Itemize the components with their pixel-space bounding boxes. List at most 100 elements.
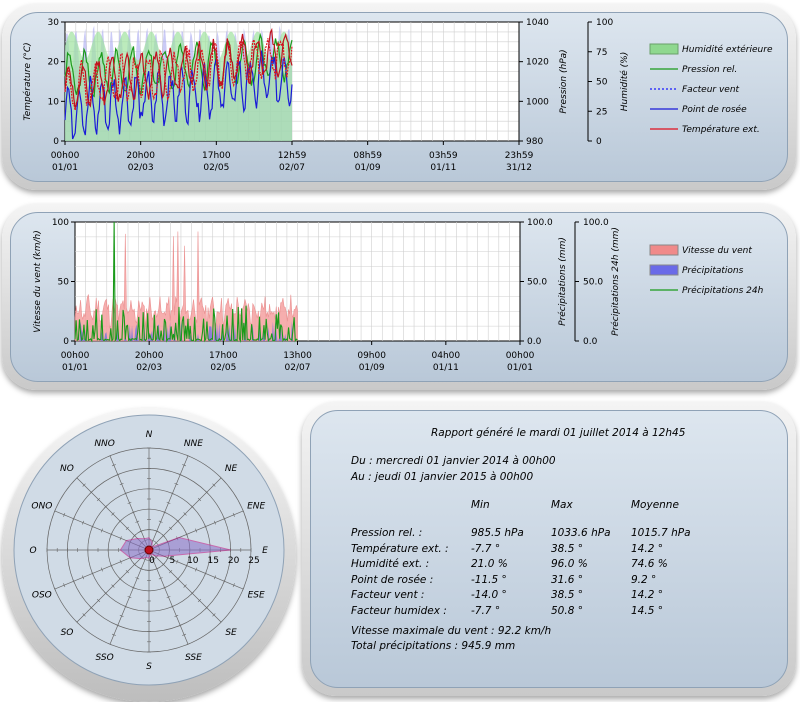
x-tick-time: 04h00 bbox=[432, 351, 461, 361]
rose-spoke-tick bbox=[53, 509, 56, 513]
x-tick-time: 20h00 bbox=[126, 151, 155, 161]
rose-spoke-tick bbox=[150, 539, 155, 542]
rose-spoke-tick bbox=[132, 562, 137, 567]
rose-spoke-tick bbox=[100, 567, 103, 572]
rose-spoke-tick bbox=[195, 567, 198, 572]
report-panel: Rapport généré le mardi 01 juillet 2014 … bbox=[302, 402, 796, 696]
humidity-axis-label: Humidité (%) bbox=[619, 52, 630, 111]
rose-spoke-tick bbox=[89, 490, 93, 494]
rose-direction-label: SO bbox=[61, 628, 74, 638]
x-tick-date: 02/03 bbox=[136, 363, 162, 373]
rose-spoke-tick bbox=[186, 454, 190, 457]
rose-spoke-tick bbox=[123, 605, 128, 608]
rose-spoke-tick bbox=[219, 620, 223, 624]
x-tick-time: 17h00 bbox=[202, 151, 231, 161]
rose-spoke-tick bbox=[125, 570, 129, 574]
x-tick-date: 02/03 bbox=[128, 163, 154, 173]
rose-spoke-tick bbox=[108, 643, 112, 646]
x-tick-date: 02/05 bbox=[203, 163, 229, 173]
rose-spoke-tick bbox=[150, 558, 155, 561]
temperature-line bbox=[64, 37, 293, 111]
rose-spoke-tick bbox=[242, 509, 245, 513]
pressure-tick-label: 980 bbox=[526, 137, 543, 147]
report-cell-avg: 1015.7 hPa bbox=[631, 527, 691, 539]
rose-spoke-tick bbox=[154, 530, 159, 533]
rose-spoke-tick bbox=[119, 536, 122, 541]
precip-axis-label: Précipitations (mm) bbox=[557, 237, 568, 326]
report-col-avg: Moyenne bbox=[631, 499, 679, 511]
rose-spoke-tick bbox=[186, 643, 190, 646]
humidity-tick-label: 25 bbox=[596, 107, 607, 117]
rose-spoke-tick bbox=[119, 559, 122, 564]
rose-spoke-tick bbox=[170, 605, 175, 608]
rose-spoke-tick bbox=[63, 583, 66, 588]
pressure-line bbox=[64, 32, 293, 98]
report-cell-max: 96.0 % bbox=[551, 558, 588, 570]
rose-spoke-tick bbox=[123, 492, 128, 495]
rose-spoke-tick bbox=[110, 532, 113, 537]
rose-spoke-tick bbox=[170, 492, 175, 495]
report-cell-min: 985.5 hPa bbox=[471, 527, 524, 539]
rose-spoke-tick bbox=[111, 584, 115, 588]
x-tick-time: 00h00 bbox=[51, 151, 80, 161]
y-tick-label: 10 bbox=[48, 97, 60, 107]
rose-spoke-tick bbox=[190, 591, 194, 595]
rose-spoke-tick bbox=[166, 501, 171, 504]
report-cell-max: 50.8 ° bbox=[551, 604, 583, 617]
x-tick-date: 02/07 bbox=[285, 363, 311, 373]
rose-spoke-tick bbox=[104, 505, 108, 509]
rose-direction-label: NNE bbox=[184, 439, 203, 449]
humidity-tick-label: 100 bbox=[596, 18, 613, 28]
rose-spoke-tick bbox=[72, 516, 75, 521]
y-axis-label: Vitesse du vent (km/h) bbox=[33, 230, 43, 332]
rose-spoke-tick bbox=[197, 497, 202, 502]
legend-swatch bbox=[649, 264, 679, 276]
rose-spoke-tick bbox=[176, 577, 180, 581]
rose-ring-label: 25 bbox=[248, 556, 259, 566]
legend-label: Facteur vent bbox=[682, 85, 740, 95]
rose-direction-label: NO bbox=[60, 464, 74, 474]
precip24-tick-label: 0.0 bbox=[583, 337, 598, 347]
y-tick-label: 20 bbox=[48, 58, 60, 68]
report-cell-min: -11.5 ° bbox=[471, 573, 507, 586]
legend-label: Précipitations bbox=[682, 265, 744, 276]
rose-spoke-tick bbox=[53, 587, 56, 591]
x-tick-date: 02/05 bbox=[210, 363, 236, 373]
rose-spoke-tick bbox=[166, 555, 169, 560]
report-cell-min: -7.7 ° bbox=[471, 542, 501, 555]
rose-spoke-tick bbox=[96, 497, 101, 502]
report-cell-avg: 9.2 ° bbox=[631, 573, 657, 586]
rose-spoke-tick bbox=[100, 528, 103, 533]
rose-spoke-tick bbox=[190, 505, 194, 509]
rose-direction-label: SE bbox=[225, 628, 237, 638]
rose-spoke-tick bbox=[111, 464, 116, 467]
rose-spoke-tick bbox=[162, 586, 167, 589]
report-cell-max: 38.5 ° bbox=[551, 589, 583, 601]
rose-spoke-tick bbox=[82, 613, 86, 617]
temperature-line-2 bbox=[64, 27, 293, 109]
rose-spoke-tick bbox=[63, 512, 66, 517]
humidity-tick-label: 75 bbox=[596, 48, 607, 58]
rose-direction-label: NE bbox=[225, 464, 238, 474]
rose-ring-label: 15 bbox=[207, 556, 218, 566]
legend-label: Température ext. bbox=[682, 124, 760, 135]
rose-spoke-tick bbox=[232, 583, 235, 588]
precip24-tick-label: 100.0 bbox=[583, 218, 609, 228]
y-tick-label: 30 bbox=[48, 18, 60, 28]
rose-spoke-tick bbox=[161, 562, 166, 567]
rose-spoke-tick bbox=[115, 624, 120, 627]
report-cell-label: Température ext. : bbox=[351, 542, 449, 555]
report-total-precip: Total précipitations : 945.9 mm bbox=[351, 640, 516, 652]
precip-tick-label: 100.0 bbox=[527, 218, 553, 228]
rose-direction-label: S bbox=[146, 662, 152, 672]
wind-precip-chart: 0 50 100 Vitesse du vent (km/h) 0.0 50.0 100.0… bbox=[33, 218, 764, 373]
rose-spoke-tick bbox=[135, 577, 140, 580]
x-tick-date: 01/09 bbox=[355, 163, 381, 173]
rose-spoke-tick bbox=[178, 473, 183, 476]
rose-spoke-tick bbox=[213, 520, 217, 525]
x-tick-date: 01/09 bbox=[359, 363, 385, 373]
rose-spoke-tick bbox=[219, 476, 223, 480]
rose-spoke-tick bbox=[125, 526, 129, 530]
report-cell-avg: 74.6 % bbox=[631, 558, 668, 570]
rose-spoke-tick bbox=[204, 524, 207, 529]
